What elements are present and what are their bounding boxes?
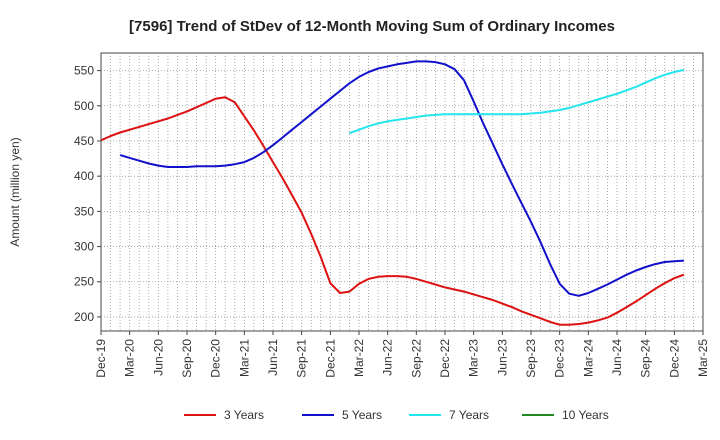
x-tick-label: Sep-24 xyxy=(639,339,653,378)
x-tick-label: Mar-20 xyxy=(123,339,137,377)
x-tick-label: Mar-24 xyxy=(581,339,595,377)
x-tick-label: Jun-22 xyxy=(381,339,395,376)
y-tick-label: 350 xyxy=(74,204,94,218)
y-axis: 200 250 300 350 400 450 500 550 xyxy=(74,64,101,324)
x-tick-label: Sep-20 xyxy=(180,339,194,378)
series-line-3-years xyxy=(100,96,685,326)
legend-label: 10 Years xyxy=(562,408,609,422)
y-axis-label: Amount (million yen) xyxy=(8,137,22,246)
x-tick-label: Dec-23 xyxy=(553,339,567,378)
x-tick-label: Mar-23 xyxy=(467,339,481,377)
x-tick-label: Dec-20 xyxy=(209,339,223,378)
x-tick-label: Sep-22 xyxy=(409,339,423,378)
series-line-5-years xyxy=(119,60,684,297)
x-tick-label: Sep-21 xyxy=(295,339,309,378)
x-tick-label: Mar-25 xyxy=(696,339,710,377)
legend: 3 Years 5 Years 7 Years 10 Years xyxy=(184,408,609,422)
x-tick-label: Mar-21 xyxy=(237,339,251,377)
legend-label: 7 Years xyxy=(449,408,489,422)
x-tick-label: Dec-19 xyxy=(94,339,108,378)
legend-label: 5 Years xyxy=(342,408,382,422)
plot-area xyxy=(100,52,704,332)
x-tick-label: Dec-24 xyxy=(667,339,681,378)
y-tick-label: 500 xyxy=(74,99,94,113)
x-tick-label: Jun-21 xyxy=(266,339,280,376)
x-tick-label: Jun-23 xyxy=(495,339,509,376)
y-tick-label: 250 xyxy=(74,275,94,289)
x-tick-label: Dec-22 xyxy=(438,339,452,378)
x-tick-label: Sep-23 xyxy=(524,339,538,378)
y-tick-label: 550 xyxy=(74,64,94,78)
legend-label: 3 Years xyxy=(224,408,264,422)
y-tick-label: 200 xyxy=(74,310,94,324)
series-line-7-years xyxy=(349,68,685,135)
y-tick-label: 450 xyxy=(74,134,94,148)
chart-title: [7596] Trend of StDev of 12-Month Moving… xyxy=(129,18,615,35)
y-tick-label: 300 xyxy=(74,240,94,254)
x-tick-label: Mar-22 xyxy=(352,339,366,377)
x-axis: Dec-19 Mar-20 Jun-20 Sep-20 Dec-20 Mar-21 Jun-… xyxy=(94,331,710,378)
x-tick-label: Jun-24 xyxy=(610,339,624,376)
x-tick-label: Jun-20 xyxy=(151,339,165,376)
x-tick-label: Dec-21 xyxy=(323,339,337,378)
y-tick-label: 400 xyxy=(74,169,94,183)
series-lines xyxy=(100,60,685,326)
